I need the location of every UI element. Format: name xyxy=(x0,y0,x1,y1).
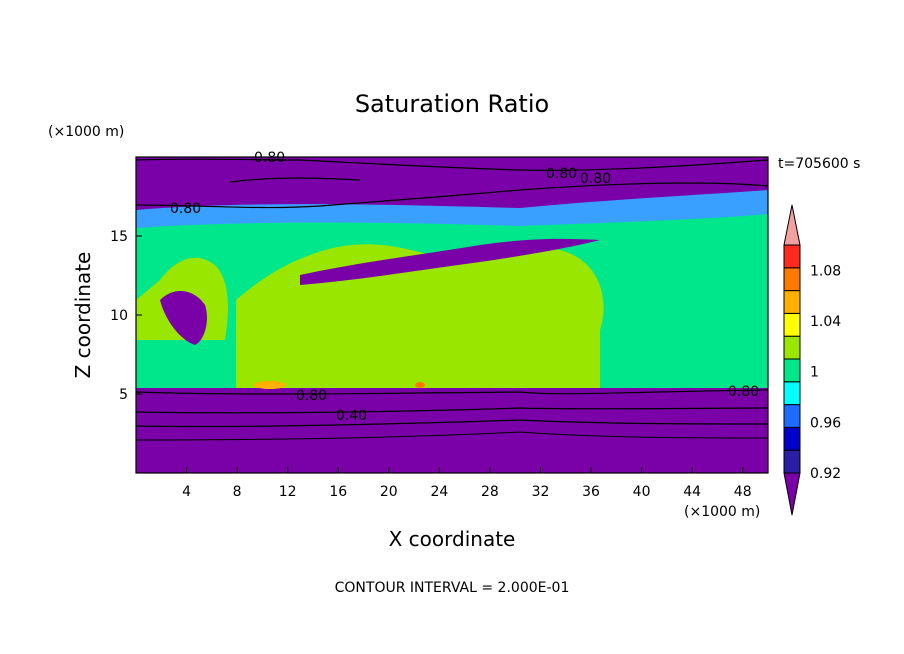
colorbar-swatch xyxy=(783,312,801,337)
plot-area: 0.80 0.80 0.80 0.80 0.80 0.80 0.40 xyxy=(135,150,769,474)
contour-label: 0.80 xyxy=(728,384,759,400)
y-tick-label: 15 xyxy=(110,229,128,245)
colorbar-tick-label: 1.04 xyxy=(810,314,841,330)
x-tick-label: 4 xyxy=(182,484,191,500)
field-supersat-spot-b xyxy=(415,382,425,388)
colorbar-max-triangle xyxy=(783,204,801,246)
x-tick-label: 28 xyxy=(481,484,499,500)
field-dry-patch xyxy=(160,290,207,345)
contour-line xyxy=(229,177,361,183)
contour-line xyxy=(135,407,769,414)
chart-title: Saturation Ratio xyxy=(355,90,549,118)
x-axis: 4 8 12 16 20 24 28 32 36 40 44 48 xyxy=(182,467,752,500)
contour-line xyxy=(135,182,769,209)
colorbar-swatch xyxy=(783,404,801,428)
contour-label: 0.80 xyxy=(170,201,201,217)
y-tick-label: 5 xyxy=(119,387,128,403)
x-tick-label: 44 xyxy=(683,484,701,500)
colorbar-swatch xyxy=(783,335,801,360)
x-tick-label: 24 xyxy=(430,484,448,500)
y-tick-label: 10 xyxy=(110,308,128,324)
x-tick-label: 48 xyxy=(734,484,752,500)
colorbar-tick-label: 0.96 xyxy=(810,415,841,431)
contour-line xyxy=(135,431,769,441)
contour-label: 0.80 xyxy=(546,166,577,182)
contour-label: 0.40 xyxy=(336,408,367,424)
colorbar-swatch xyxy=(783,449,801,474)
y-axis-title: Z coordinate xyxy=(71,252,95,379)
contour-line xyxy=(135,389,769,395)
contour-label: 0.80 xyxy=(296,388,327,404)
contour-line xyxy=(135,419,769,428)
x-tick-label: 32 xyxy=(532,484,550,500)
colorbar-tick-label: 0.92 xyxy=(810,466,841,482)
footer-text: CONTOUR INTERVAL = 2.000E-01 xyxy=(335,580,570,596)
x-tick-label: 20 xyxy=(380,484,398,500)
y-axis: 5 10 15 xyxy=(110,229,142,403)
time-label: t=705600 s xyxy=(778,156,860,172)
colorbar-tick-label: 1.08 xyxy=(810,263,841,279)
field-supersat-spot-a xyxy=(254,381,286,389)
contour-label: 0.80 xyxy=(254,150,285,166)
colorbar-swatch xyxy=(783,381,801,406)
x-tick-label: 8 xyxy=(233,484,242,500)
x-unit-label: (×1000 m) xyxy=(684,504,760,520)
field-lower-band xyxy=(136,388,768,473)
y-unit-label: (×1000 m) xyxy=(48,124,124,140)
colorbar-min-triangle xyxy=(783,472,801,516)
colorbar-swatch xyxy=(783,426,801,451)
colorbar-swatch xyxy=(783,244,801,269)
colorbar-swatch xyxy=(783,290,801,314)
x-tick-label: 36 xyxy=(582,484,600,500)
colorbar-swatch xyxy=(783,267,801,292)
field-dry-filament xyxy=(300,238,600,285)
colorbar-swatch xyxy=(783,358,801,383)
colorbar: 1.08 1.04 1 0.96 0.92 xyxy=(783,204,841,516)
x-axis-title: X coordinate xyxy=(389,527,516,551)
contour-label: 0.80 xyxy=(580,171,611,187)
contour-line xyxy=(135,158,769,171)
x-tick-label: 16 xyxy=(329,484,347,500)
x-tick-label: 40 xyxy=(633,484,651,500)
colorbar-tick-label: 1 xyxy=(810,365,819,381)
x-tick-label: 12 xyxy=(279,484,297,500)
